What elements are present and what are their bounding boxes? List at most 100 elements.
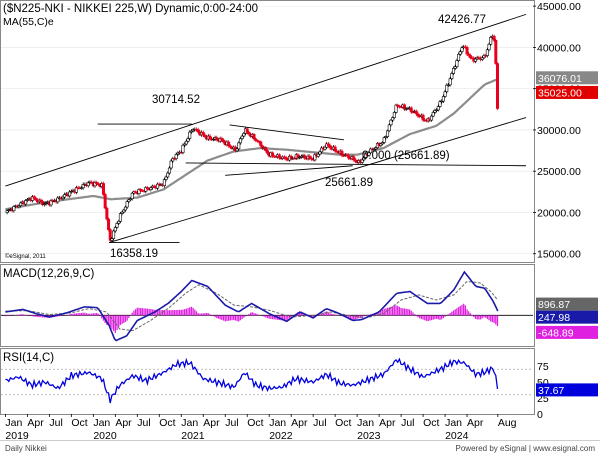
candle-body [360,159,364,163]
ma55-layer [5,78,497,211]
candle-body [284,157,288,160]
candle-body [101,183,105,195]
macd-value-tag-bg [536,310,598,324]
candle-body [44,202,48,205]
candle-body [318,151,322,155]
trendline [5,13,527,187]
candle-body [458,51,462,55]
ma-value-tag-bg [536,71,598,85]
candle-body [79,187,83,189]
annotation-16358: 16358.19 [110,248,158,260]
candle-body [211,138,215,141]
x-tick-label: Jan [269,417,286,429]
candle-body [453,66,457,69]
candle-body [167,167,171,174]
candle-body [289,155,293,159]
candle-body [259,141,263,147]
price-tick-label: 25000.00 [537,166,581,178]
candle-body [433,110,437,113]
candle-body [402,104,406,110]
candle-body [452,68,456,74]
trendline [109,117,527,243]
candle-body [389,119,393,126]
x-year-label: 2020 [93,430,117,442]
candle-body [382,137,386,143]
candle-body [188,131,192,139]
candle-body [379,143,383,146]
candle-body [69,190,73,193]
candle-body [222,139,226,143]
candle-body [203,134,207,138]
x-tick-label: Oct [423,417,439,429]
candle-body [227,141,231,147]
chart-title: ($N225-NKI - NIKKEI 225,W) Dynamic,0:00-… [3,3,258,15]
candle-body [480,57,484,60]
candle-body [117,220,121,224]
candle-body [215,137,219,140]
candle-body [323,146,327,150]
ma-label: MA(55,C)e [3,16,54,28]
candle-body [112,230,116,239]
price-tick-label: 30000.00 [537,125,581,137]
trendline [185,162,526,167]
candle-body [247,132,251,135]
candle-body [164,176,168,180]
candle-body [489,37,493,45]
candle-body [457,53,461,61]
candle-body [299,155,303,158]
candle-body [245,128,249,133]
candle-body [485,49,489,56]
rsi-value-tag-bg [536,383,598,397]
candle-body [309,157,313,160]
candle-body [316,153,320,157]
rsi-title: RSI(14,C) [3,352,54,364]
candle-body [386,130,390,137]
price-tick-label: 20000.00 [537,207,581,219]
candle-body [56,197,60,203]
candle-body [183,143,187,146]
candle-body [353,159,357,162]
candle-body [387,124,391,132]
candle-body [137,189,141,195]
candle-body [303,155,307,159]
candle-body [394,104,398,113]
candle-body [30,196,34,201]
x-year-label: 2022 [269,430,293,442]
candle-body [174,154,178,159]
candle-body [39,199,43,202]
candle-body [123,206,127,211]
candle-body [201,132,205,136]
candle-body [144,187,148,192]
candle-body [445,84,449,93]
candle-body [296,154,300,159]
candles-layer [5,34,499,242]
candle-body [34,197,38,201]
candle-body [139,189,143,191]
candle-body [396,104,400,107]
candle-body [107,218,111,230]
x-tick-label: Jul [49,417,62,429]
macd-histogram-tag-bg [536,325,598,339]
x-year-label: 2021 [181,430,205,442]
candle-body [313,154,317,161]
ma55-line [5,78,497,211]
footer-right: Powered by eSignal | www.esignal.com [456,444,596,453]
candle-body [384,136,388,138]
x-tick-label: Apr [115,417,132,429]
candle-body [391,117,395,121]
candle-body [68,191,72,197]
candle-body [440,100,444,103]
candle-body [25,199,29,201]
rsi-line [5,357,499,404]
rsi-layer [5,357,499,404]
macd-line [5,270,499,342]
candle-body [484,55,488,57]
candle-body [12,206,16,212]
candle-body [450,73,454,80]
candle-body [271,152,275,157]
candle-body [86,182,90,187]
candle-body [333,146,337,152]
candle-body [96,183,100,185]
